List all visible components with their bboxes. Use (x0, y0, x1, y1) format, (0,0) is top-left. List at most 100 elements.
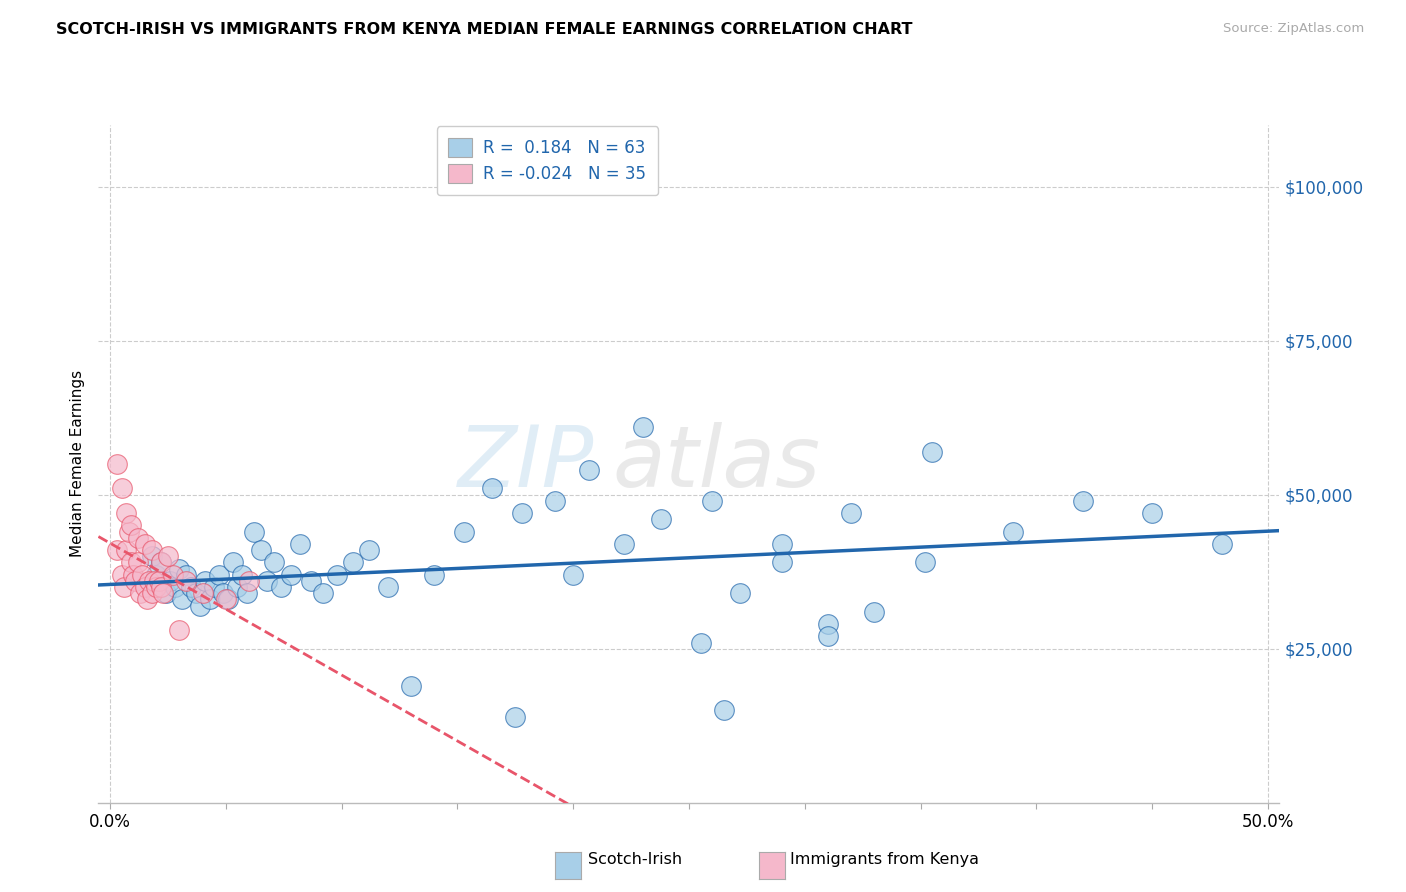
Point (817, 629, 839, 643)
Point (141, 549, 163, 564)
Point (453, 524, 475, 539)
Point (914, 556, 936, 570)
Point (1002, 524, 1025, 539)
Text: SCOTCH-IRISH VS IMMIGRANTS FROM KENYA MEDIAN FEMALE EARNINGS CORRELATION CHART: SCOTCH-IRISH VS IMMIGRANTS FROM KENYA ME… (56, 22, 912, 37)
Point (839, 506, 862, 520)
Point (180, 580, 202, 594)
Point (770, 556, 793, 570)
Point (235, 586, 257, 600)
Point (202, 580, 225, 594)
Point (377, 580, 399, 594)
Point (136, 592, 159, 607)
Point (122, 567, 145, 582)
Point (578, 463, 600, 477)
Point (169, 561, 191, 575)
Point (215, 592, 238, 607)
Point (145, 580, 167, 594)
Point (510, 506, 533, 520)
Point (120, 556, 142, 570)
Point (713, 703, 735, 717)
Point (217, 592, 239, 607)
Point (127, 531, 149, 545)
Point (481, 482, 503, 496)
Point (105, 543, 128, 558)
Point (242, 524, 264, 539)
Point (1211, 537, 1233, 551)
Point (301, 574, 323, 588)
Point (110, 567, 132, 582)
Point (156, 549, 179, 564)
Point (176, 567, 198, 582)
Point (226, 580, 249, 594)
Text: atlas: atlas (612, 422, 820, 506)
Point (127, 556, 149, 570)
Point (263, 556, 285, 570)
Point (149, 556, 172, 570)
Text: Scotch-Irish: Scotch-Irish (588, 852, 682, 867)
Point (194, 574, 217, 588)
Point (191, 586, 214, 600)
Point (503, 709, 526, 723)
Text: Source: ZipAtlas.com: Source: ZipAtlas.com (1223, 22, 1364, 36)
Point (689, 635, 711, 649)
Point (115, 543, 138, 558)
Point (222, 556, 245, 570)
Point (170, 592, 193, 607)
Point (145, 567, 167, 582)
Point (650, 512, 672, 526)
Point (1071, 493, 1094, 508)
Point (149, 556, 172, 570)
Point (117, 524, 139, 539)
Legend: R =  0.184   N = 63, R = -0.024   N = 35: R = 0.184 N = 63, R = -0.024 N = 35 (436, 127, 658, 195)
Point (129, 586, 152, 600)
Point (152, 586, 174, 600)
Point (231, 567, 253, 582)
Point (169, 624, 191, 638)
Point (280, 567, 302, 582)
Point (359, 543, 381, 558)
Point (212, 586, 235, 600)
Point (817, 617, 839, 632)
Point (184, 586, 207, 600)
Point (110, 482, 132, 496)
Point (131, 567, 153, 582)
Point (613, 537, 636, 551)
Point (134, 580, 156, 594)
Point (134, 537, 156, 551)
Point (543, 493, 565, 508)
Text: Immigrants from Kenya: Immigrants from Kenya (790, 852, 979, 867)
Point (141, 543, 163, 558)
Point (728, 586, 751, 600)
Point (342, 556, 364, 570)
Point (770, 537, 793, 551)
Point (256, 574, 278, 588)
Point (112, 580, 135, 594)
Point (238, 574, 260, 588)
Point (249, 543, 271, 558)
Point (115, 506, 138, 520)
Point (155, 586, 177, 600)
Point (143, 574, 166, 588)
Point (208, 567, 231, 582)
Point (921, 444, 943, 458)
Point (148, 574, 170, 588)
Point (326, 567, 349, 582)
Point (159, 574, 181, 588)
Y-axis label: Median Female Earnings: Median Female Earnings (70, 370, 86, 558)
Point (631, 420, 654, 434)
Point (176, 574, 198, 588)
Point (162, 567, 184, 582)
Point (399, 679, 422, 693)
Point (700, 493, 723, 508)
Point (141, 586, 163, 600)
Point (423, 567, 446, 582)
Point (562, 567, 585, 582)
Point (149, 580, 172, 594)
Point (120, 518, 142, 533)
Point (288, 537, 311, 551)
Point (1140, 506, 1163, 520)
Point (138, 574, 160, 588)
Point (198, 592, 221, 607)
Point (124, 574, 146, 588)
Point (863, 605, 886, 619)
